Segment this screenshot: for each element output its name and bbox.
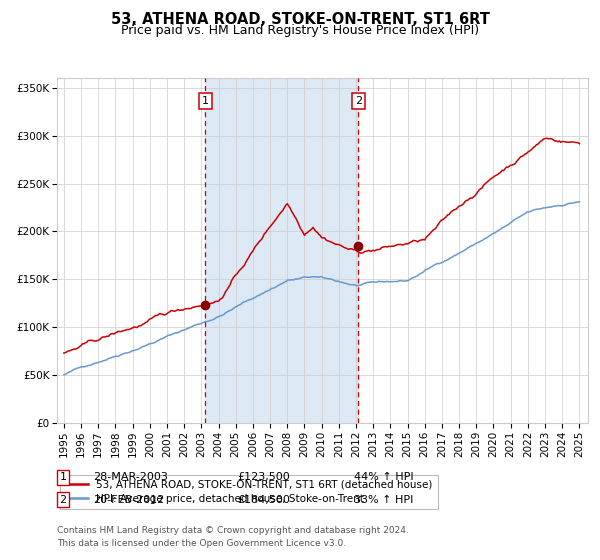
- Text: 44% ↑ HPI: 44% ↑ HPI: [354, 472, 413, 482]
- Text: £184,500: £184,500: [237, 494, 290, 505]
- Text: 20-FEB-2012: 20-FEB-2012: [93, 494, 164, 505]
- Text: 33% ↑ HPI: 33% ↑ HPI: [354, 494, 413, 505]
- Text: 1: 1: [202, 96, 209, 106]
- Text: This data is licensed under the Open Government Licence v3.0.: This data is licensed under the Open Gov…: [57, 539, 346, 548]
- Text: £123,500: £123,500: [237, 472, 290, 482]
- Text: 2: 2: [355, 96, 362, 106]
- Text: Price paid vs. HM Land Registry's House Price Index (HPI): Price paid vs. HM Land Registry's House …: [121, 24, 479, 37]
- Text: 28-MAR-2003: 28-MAR-2003: [93, 472, 168, 482]
- Text: Contains HM Land Registry data © Crown copyright and database right 2024.: Contains HM Land Registry data © Crown c…: [57, 526, 409, 535]
- Text: 1: 1: [59, 472, 67, 482]
- Text: 53, ATHENA ROAD, STOKE-ON-TRENT, ST1 6RT: 53, ATHENA ROAD, STOKE-ON-TRENT, ST1 6RT: [110, 12, 490, 27]
- Text: 2: 2: [59, 494, 67, 505]
- Legend: 53, ATHENA ROAD, STOKE-ON-TRENT, ST1 6RT (detached house), HPI: Average price, d: 53, ATHENA ROAD, STOKE-ON-TRENT, ST1 6RT…: [59, 474, 437, 509]
- Bar: [205, 78, 358, 423]
